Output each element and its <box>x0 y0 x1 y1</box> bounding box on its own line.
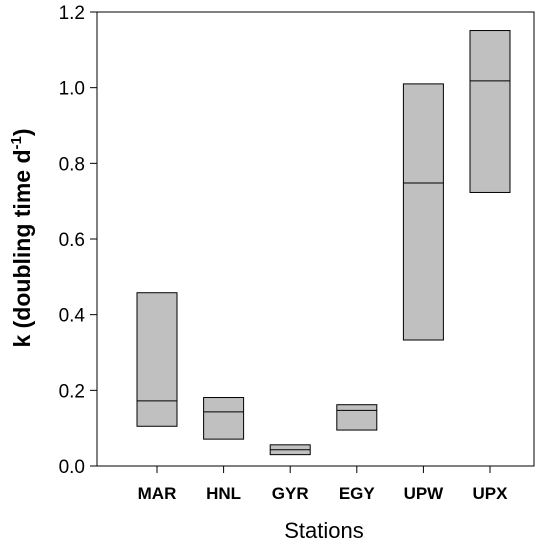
x-tick-label: MAR <box>138 484 177 503</box>
box-HNL <box>203 397 245 440</box>
y-tick-label: 0.2 <box>59 381 85 402</box>
box-MAR <box>136 292 178 427</box>
y-axis-label-end: ) <box>9 128 35 136</box>
x-tick-label: EGY <box>339 484 376 503</box>
x-tick-label: UPX <box>473 484 509 503</box>
y-tick-label: 0.6 <box>59 230 85 251</box>
x-tick-label: HNL <box>206 484 241 503</box>
box-EGY <box>336 404 378 431</box>
box-series <box>136 30 511 456</box>
x-axis-label: Stations <box>284 518 364 540</box>
y-tick-label: 0.8 <box>59 154 85 175</box>
x-tick-label: UPW <box>404 484 445 503</box>
y-tick-label: 0.0 <box>59 457 85 478</box>
box-UPW <box>402 83 444 341</box>
y-axis-label: k (doubling time d-1) <box>8 128 35 347</box>
y-tick-label: 0.4 <box>59 306 86 327</box>
axes: 0.0 0.2 0.4 0.6 0.8 1.0 1.2 MAR HNL GYR EGY UPW UPX <box>59 3 535 503</box>
y-axis-label-main: k (doubling time d <box>9 149 35 347</box>
y-tick-label: 1.0 <box>59 79 85 100</box>
box-UPX <box>469 30 511 193</box>
y-tick-label: 1.2 <box>59 3 85 24</box>
x-tick-label: GYR <box>272 484 309 503</box>
y-axis-label-sup: -1 <box>8 136 25 149</box>
